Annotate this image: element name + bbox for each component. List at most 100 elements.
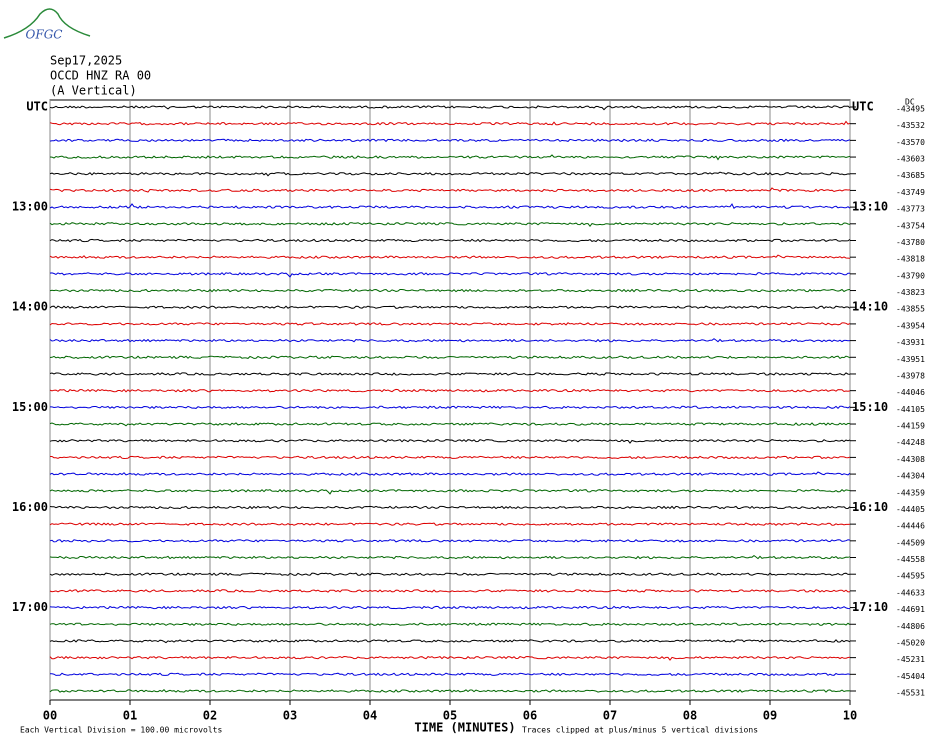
dc-offset: -43532 <box>896 121 925 130</box>
dc-offset: -43954 <box>896 321 925 330</box>
trace <box>49 203 851 209</box>
trace <box>49 154 851 161</box>
right-time-label: 17:10 <box>852 600 888 614</box>
trace <box>49 572 851 576</box>
x-tick-label: 00 <box>43 709 57 723</box>
trace <box>49 138 851 143</box>
left-time-label: 15:00 <box>12 400 48 414</box>
trace <box>49 589 851 593</box>
trace <box>49 120 851 126</box>
left-time-label: 13:00 <box>12 200 48 214</box>
dc-offset: -44308 <box>896 455 925 464</box>
trace <box>49 372 851 376</box>
x-tick-label: 08 <box>683 709 697 723</box>
dc-offset: -44633 <box>896 588 925 597</box>
dc-offset: -44691 <box>896 605 925 614</box>
trace <box>49 639 851 644</box>
dc-offset: -43685 <box>896 171 925 180</box>
dc-offset: -43951 <box>896 355 925 364</box>
right-time-label: UTC <box>852 100 874 114</box>
grid: 00 01 02 03 04 05 06 07 08 09 10 <box>43 100 857 723</box>
trace <box>49 238 851 243</box>
left-time-label: 17:00 <box>12 600 48 614</box>
right-time-label: 13:10 <box>852 200 888 214</box>
date: Sep17,2025 <box>50 54 122 68</box>
dc-offset: -43931 <box>896 338 925 347</box>
trace <box>49 622 851 626</box>
dc-offset: -43855 <box>896 305 925 314</box>
dc-offset: -43818 <box>896 255 925 264</box>
dc-offset: -43978 <box>896 371 925 380</box>
left-time-label: 14:00 <box>12 300 48 314</box>
dc-offset: -43603 <box>896 155 925 164</box>
trace <box>49 539 851 543</box>
trace <box>49 187 851 193</box>
x-tick-label: 05 <box>443 709 457 723</box>
traces: -43495 UTC UTC -43532 -43570 -43603 -43685 -437… <box>12 98 925 698</box>
x-tick-label: 01 <box>123 709 137 723</box>
dc-offset: -43495 <box>896 105 925 114</box>
trace <box>49 105 851 111</box>
x-tick-label: 03 <box>283 709 297 723</box>
dc-offset: -44509 <box>896 538 925 547</box>
trace <box>49 655 851 661</box>
dc-offset: -44405 <box>896 505 925 514</box>
trace <box>49 355 851 360</box>
x-tick-label: 09 <box>763 709 777 723</box>
trace <box>49 322 851 326</box>
dc-offset: -43749 <box>896 188 925 197</box>
right-time-label: 14:10 <box>852 300 888 314</box>
logo-text: OFGC <box>26 28 63 42</box>
right-time-label: 16:10 <box>852 500 888 514</box>
x-tick-label: 02 <box>203 709 217 723</box>
dc-offset: -45404 <box>896 672 925 681</box>
dc-offset: -44105 <box>896 405 925 414</box>
x-tick-label: 07 <box>603 709 617 723</box>
dc-offset: -44046 <box>896 388 925 397</box>
dc-offset: -44159 <box>896 422 925 431</box>
dc-offset: -44446 <box>896 522 925 531</box>
dc-offset: -43790 <box>896 271 925 280</box>
station: OCCD HNZ RA 00 <box>50 69 151 83</box>
dc-offset: -43773 <box>896 205 925 214</box>
trace <box>49 554 851 560</box>
trace <box>49 388 851 393</box>
x-tick-label: 06 <box>523 709 537 723</box>
trace <box>49 522 851 526</box>
left-time-label: UTC <box>26 100 48 114</box>
trace <box>49 422 851 427</box>
dc-offset: -44558 <box>896 555 925 564</box>
dc-offset: -45020 <box>896 638 925 647</box>
trace <box>49 489 851 495</box>
trace <box>49 288 851 293</box>
x-tick-label: 10 <box>843 709 857 723</box>
dc-label: DC <box>905 98 915 107</box>
trace <box>50 455 851 460</box>
trace <box>49 605 851 610</box>
dc-offset: -43754 <box>896 221 925 230</box>
trace <box>49 222 851 228</box>
logo-mark <box>3 8 91 39</box>
dc-offset: -43780 <box>896 238 925 247</box>
right-time-label: 15:10 <box>852 400 888 414</box>
dc-offset: -44806 <box>896 622 925 631</box>
trace <box>49 505 851 510</box>
clip-note: Traces clipped at plus/minus 5 vertical … <box>522 726 758 735</box>
trace <box>49 305 851 309</box>
left-time-label: 16:00 <box>12 500 48 514</box>
dc-offset: -43570 <box>896 138 925 147</box>
trace <box>49 254 851 259</box>
x-tick-label: 04 <box>363 709 377 723</box>
dc-offset: -44595 <box>896 572 925 581</box>
component: (A Vertical) <box>50 84 137 98</box>
trace <box>49 439 851 444</box>
trace <box>50 405 851 410</box>
x-axis-label: TIME (MINUTES) <box>414 721 515 735</box>
trace <box>49 171 851 177</box>
logo: OFGC <box>3 8 91 42</box>
dc-offset: -45231 <box>896 655 925 664</box>
trace <box>50 672 851 677</box>
dc-offset: -43823 <box>896 288 925 297</box>
dc-offset: -45531 <box>896 689 925 698</box>
